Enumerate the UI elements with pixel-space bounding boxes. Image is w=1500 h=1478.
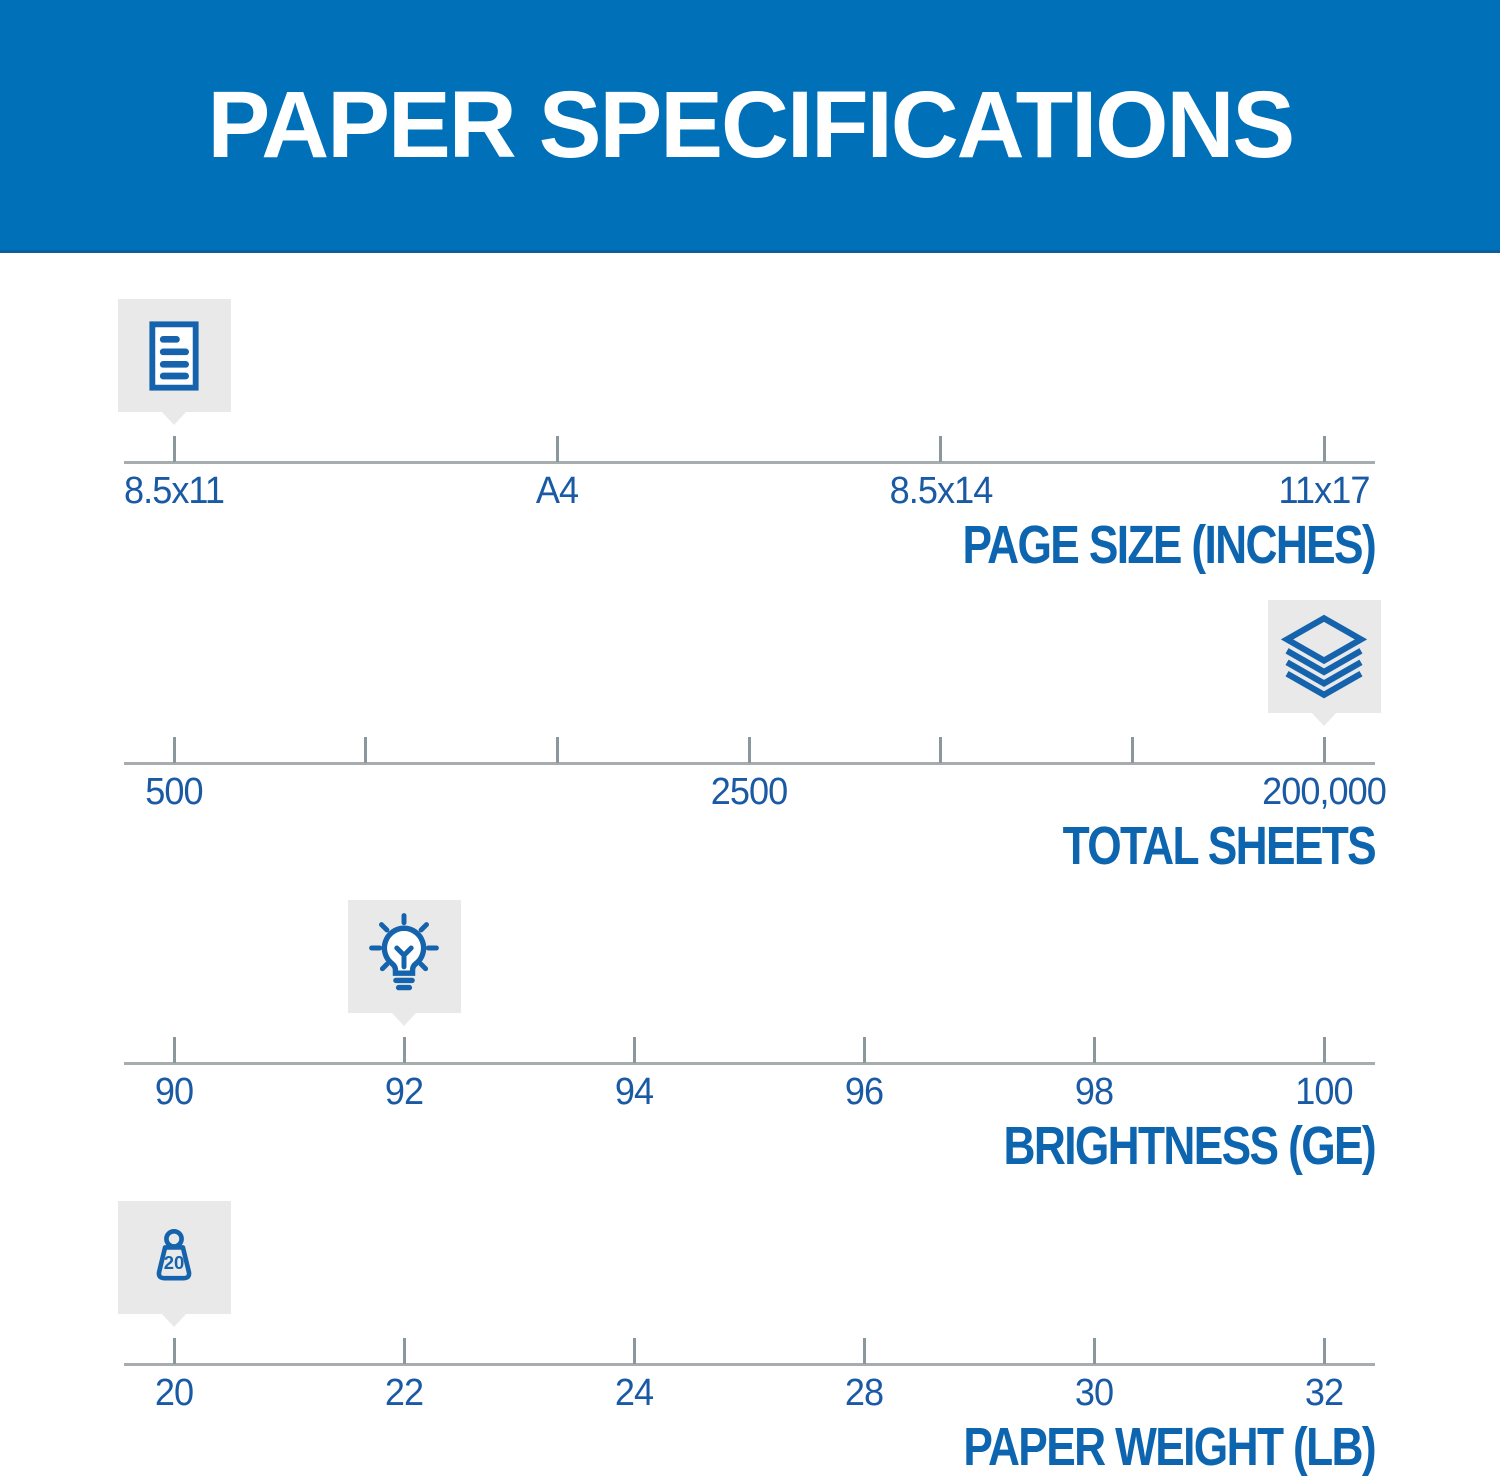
- paper-weight-axis-line: [124, 1363, 1375, 1366]
- page-size-axis-line: [124, 461, 1375, 464]
- brightness-title: BRIGHTNESS (GE): [1003, 1116, 1377, 1176]
- page-size-tick: [172, 436, 176, 462]
- brightness-tick: [402, 1037, 406, 1063]
- brightness-tick: [632, 1037, 636, 1063]
- total-sheets-title: TOTAL SHEETS: [1062, 816, 1377, 876]
- page-size-tick-label: 8.5x11: [123, 470, 225, 512]
- paper-weight-tick: [1322, 1338, 1326, 1364]
- paper-weight-tick-label: 30: [1074, 1372, 1114, 1414]
- paper-weight-tick: [172, 1338, 176, 1364]
- total-sheets-tick-label: 2500: [710, 771, 788, 813]
- page-size-tick: [1322, 436, 1326, 462]
- page-size-tick: [555, 436, 559, 462]
- document-icon: [149, 320, 199, 392]
- paper-weight-tick: [632, 1338, 636, 1364]
- page-size-marker: [117, 299, 231, 412]
- page-size-tick-label: 8.5x14: [889, 470, 993, 512]
- brightness-tick-label: 100: [1295, 1071, 1353, 1113]
- svg-text:20: 20: [164, 1252, 185, 1273]
- brightness-tick-label: 96: [844, 1071, 884, 1113]
- brightness-tick-label: 90: [154, 1071, 194, 1113]
- lightbulb-icon: [359, 912, 449, 1002]
- brightness-tick: [1322, 1037, 1326, 1063]
- brightness-tick-label: 98: [1074, 1071, 1114, 1113]
- brightness-axis-line: [124, 1062, 1375, 1065]
- total-sheets-tick: [172, 737, 176, 763]
- page-title: PAPER SPECIFICATIONS: [207, 71, 1295, 178]
- total-sheets-tick: [364, 737, 368, 763]
- page-size-title: PAGE SIZE (INCHES): [962, 515, 1376, 575]
- brightness-tick: [1092, 1037, 1096, 1063]
- paper-weight-marker: 20: [117, 1201, 231, 1314]
- page-size-tick-label: 11x17: [1278, 470, 1371, 512]
- paper-weight-tick-label: 28: [844, 1372, 884, 1414]
- total-sheets-marker: [1267, 600, 1381, 713]
- total-sheets-axis-line: [124, 762, 1375, 765]
- total-sheets-tick-label: 500: [145, 771, 203, 813]
- total-sheets-tick: [555, 737, 559, 763]
- paper-weight-tick: [862, 1338, 866, 1364]
- total-sheets-tick-label: 200,000: [1262, 771, 1387, 813]
- paper-weight-tick: [1092, 1338, 1096, 1364]
- brightness-tick: [862, 1037, 866, 1063]
- page-size-tick-label: A4: [536, 470, 579, 512]
- page-size-tick: [939, 436, 943, 462]
- brightness-tick: [172, 1037, 176, 1063]
- paper-weight-tick-label: 20: [154, 1372, 194, 1414]
- paper-weight-tick: [402, 1338, 406, 1364]
- header-banner: PAPER SPECIFICATIONS: [0, 0, 1500, 253]
- total-sheets-tick: [1130, 737, 1134, 763]
- paper-weight-tick-label: 32: [1304, 1372, 1344, 1414]
- paper-stack-icon: [1280, 613, 1368, 701]
- paper-weight-title: PAPER WEIGHT (LB): [963, 1417, 1376, 1477]
- total-sheets-tick: [1322, 737, 1326, 763]
- brightness-tick-label: 94: [614, 1071, 654, 1113]
- paper-weight-tick-label: 22: [384, 1372, 424, 1414]
- weight-icon: 20: [141, 1225, 207, 1291]
- paper-weight-tick-label: 24: [614, 1372, 654, 1414]
- total-sheets-tick: [939, 737, 943, 763]
- total-sheets-tick: [747, 737, 751, 763]
- brightness-marker: [347, 900, 461, 1013]
- brightness-tick-label: 92: [384, 1071, 424, 1113]
